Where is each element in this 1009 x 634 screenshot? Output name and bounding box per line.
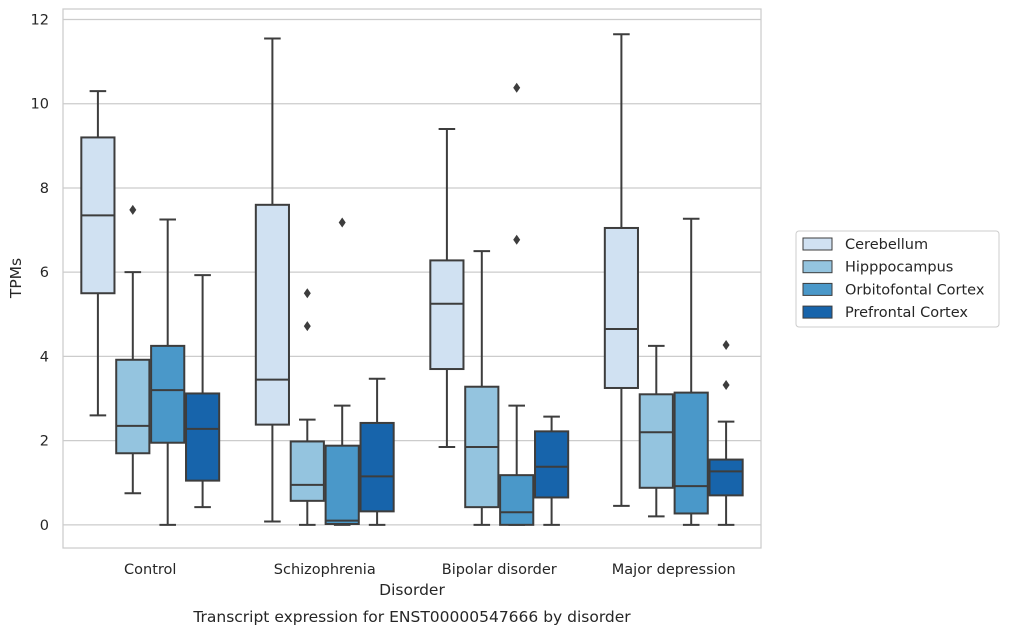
chart-caption: Transcript expression for ENST0000054766… xyxy=(192,608,631,626)
outlier-point xyxy=(303,321,311,332)
outlier-point xyxy=(129,204,137,215)
y-tick-label: 8 xyxy=(40,181,49,197)
y-tick-label: 0 xyxy=(40,518,49,534)
box-0-2 xyxy=(150,218,186,526)
legend-swatch xyxy=(802,282,833,296)
box-iqr xyxy=(708,458,744,497)
box-2-2 xyxy=(499,82,535,526)
box-iqr xyxy=(499,474,535,526)
outlier-point xyxy=(513,234,521,245)
box-iqr xyxy=(603,226,639,389)
box-iqr xyxy=(638,393,674,489)
legend-label: Hipppocampus xyxy=(845,260,953,276)
box-0-1 xyxy=(115,204,151,495)
box-iqr xyxy=(359,421,395,513)
legend-label: Prefrontal Cortex xyxy=(845,305,968,321)
plot-frame xyxy=(62,8,762,549)
boxes-layer xyxy=(80,33,744,526)
outlier-point xyxy=(338,217,346,228)
box-iqr xyxy=(289,440,325,502)
box-iqr xyxy=(115,358,151,455)
box-iqr xyxy=(429,259,465,371)
box-1-1 xyxy=(289,288,325,526)
x-axis-label: Disorder xyxy=(379,581,445,599)
x-tick-label: Major depression xyxy=(612,562,736,578)
box-iqr xyxy=(254,203,290,426)
legend-swatch xyxy=(802,260,833,274)
box-iqr xyxy=(185,392,221,482)
x-tick-label: Schizophrenia xyxy=(274,562,376,578)
x-tick-label: Bipolar disorder xyxy=(442,562,557,578)
legend-swatch xyxy=(802,237,833,251)
outlier-point xyxy=(303,288,311,299)
box-3-3 xyxy=(708,340,744,526)
y-tick-labels: 0 2 4 6 8 10 12 xyxy=(31,13,49,534)
box-3-1 xyxy=(638,344,674,518)
legend-frame xyxy=(795,230,1000,328)
box-iqr xyxy=(534,430,570,499)
box-2-1 xyxy=(464,250,500,526)
box-1-3 xyxy=(359,377,395,526)
box-0-3 xyxy=(185,274,221,509)
box-1-0 xyxy=(254,37,290,523)
y-tick-label: 4 xyxy=(40,349,49,365)
outlier-point xyxy=(513,82,521,93)
box-iqr xyxy=(324,444,360,525)
legend-label: Orbitofontal Cortex xyxy=(845,282,985,298)
legend: Cerebellum Hipppocampus Orbitofontal Corte… xyxy=(795,230,1000,328)
box-3-0 xyxy=(603,33,639,507)
legend-swatch xyxy=(802,305,833,319)
box-2-3 xyxy=(534,415,570,526)
outlier-point xyxy=(722,380,730,391)
y-axis-label: TPMs xyxy=(7,258,25,299)
outlier-point xyxy=(722,340,730,351)
x-tick-labels: Control Schizophrenia Bipolar disorder Majo… xyxy=(124,562,736,578)
box-iqr xyxy=(673,391,709,515)
y-tick-label: 2 xyxy=(40,434,49,450)
y-tick-label: 10 xyxy=(31,97,49,113)
x-tick-label: Control xyxy=(124,562,176,578)
box-iqr xyxy=(150,344,186,444)
box-0-0 xyxy=(80,90,116,417)
y-tick-label: 6 xyxy=(40,265,49,281)
box-1-2 xyxy=(324,217,360,526)
box-3-2 xyxy=(673,217,709,526)
y-tick-label: 12 xyxy=(31,13,49,29)
legend-label: Cerebellum xyxy=(845,237,928,253)
box-2-0 xyxy=(429,128,465,448)
